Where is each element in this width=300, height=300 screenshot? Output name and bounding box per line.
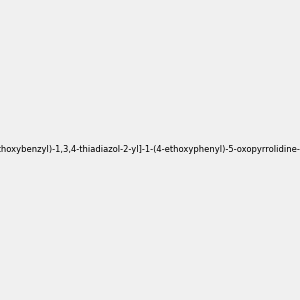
Text: N-[5-(3,4-dimethoxybenzyl)-1,3,4-thiadiazol-2-yl]-1-(4-ethoxyphenyl)-5-oxopyrrol: N-[5-(3,4-dimethoxybenzyl)-1,3,4-thiadia… [0, 146, 300, 154]
